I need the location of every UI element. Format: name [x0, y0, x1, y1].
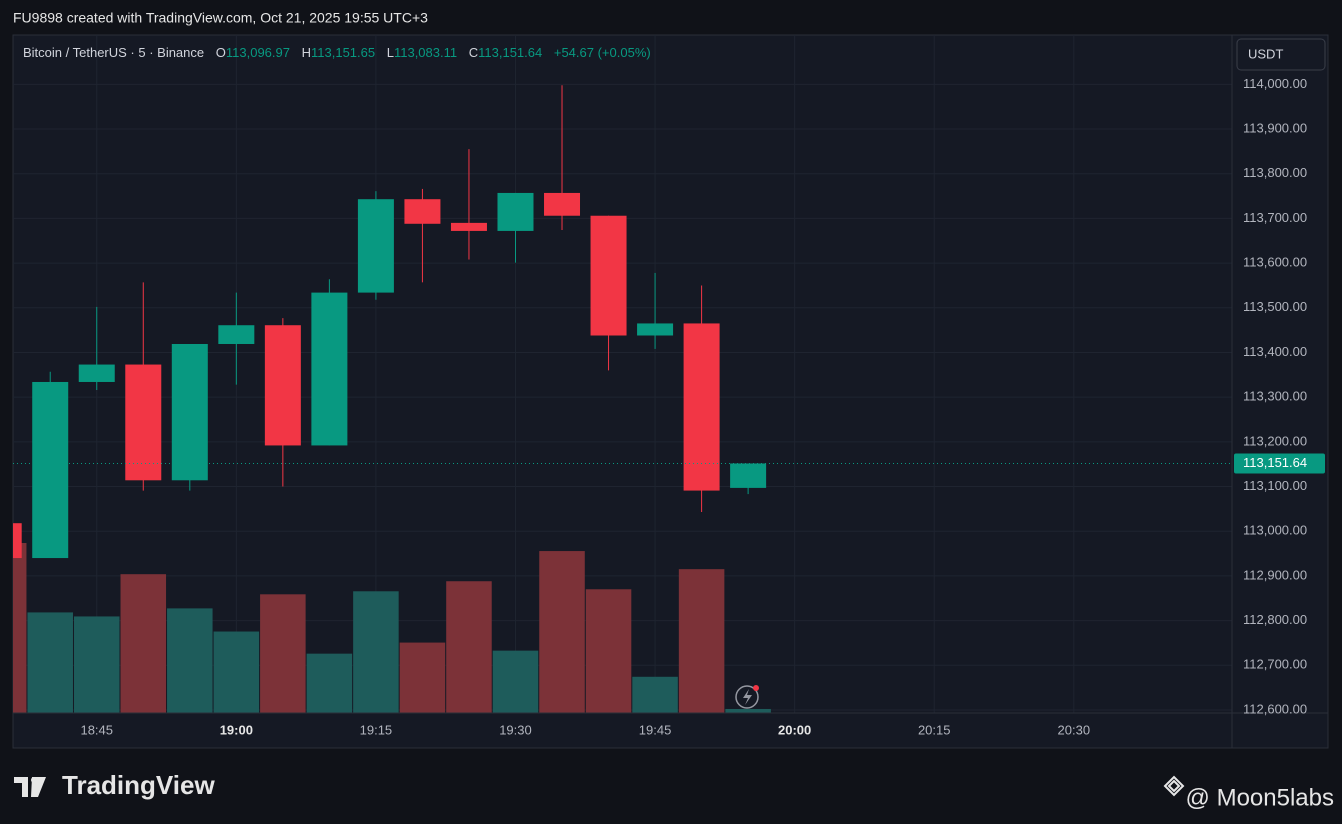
volume-bar	[353, 591, 399, 713]
volume-bar	[260, 594, 306, 713]
volume-bar	[585, 589, 632, 713]
candle-body	[171, 343, 208, 481]
candle-body	[264, 325, 301, 446]
x-tick-label: 18:45	[80, 722, 113, 737]
currency-label: USDT	[1248, 46, 1283, 61]
x-tick-label: 20:15	[918, 722, 951, 737]
y-tick-label: 113,500.00	[1243, 299, 1307, 314]
volume-bar	[678, 569, 725, 713]
x-tick-label: 19:45	[639, 722, 672, 737]
open-label: O	[216, 45, 226, 60]
candle-body	[311, 292, 348, 446]
brand: TradingView	[62, 770, 215, 800]
change-value: +54.67 (+0.05%)	[554, 45, 651, 60]
y-tick-label: 114,000.00	[1243, 76, 1307, 91]
candle-body	[78, 364, 115, 382]
y-tick-label: 113,200.00	[1243, 433, 1307, 448]
candle-body	[590, 215, 627, 336]
open-value: 113,096.97	[226, 45, 290, 60]
volume-bar	[725, 708, 771, 713]
candle-body	[730, 463, 767, 488]
high-label: H	[302, 45, 311, 60]
watermark: @ Moon5labs	[1186, 784, 1334, 811]
x-tick-label: 20:00	[778, 722, 811, 737]
replay-icon[interactable]	[735, 685, 759, 709]
volume-bar	[399, 642, 446, 713]
candle-body	[357, 199, 394, 293]
chart-panel	[12, 34, 1329, 749]
brand-logo	[14, 777, 46, 797]
x-tick-label: 19:15	[360, 722, 393, 737]
watermark-icon	[1163, 775, 1185, 797]
volume-bar	[632, 676, 678, 713]
y-tick-label: 113,700.00	[1243, 210, 1307, 225]
y-tick-label: 112,800.00	[1243, 612, 1307, 627]
candle-body	[404, 199, 441, 224]
y-tick-label: 112,600.00	[1243, 701, 1307, 716]
credit: FU9898 created with TradingView.com, Oct…	[13, 10, 428, 26]
y-tick-label: 113,400.00	[1243, 344, 1307, 359]
x-tick-label: 19:30	[499, 722, 532, 737]
high-value: 113,151.65	[311, 45, 375, 60]
candle-body	[497, 192, 534, 231]
volume-bar	[167, 608, 213, 713]
volume-bar	[306, 653, 353, 713]
y-tick-label: 113,600.00	[1243, 255, 1307, 270]
last-price-tag	[1234, 453, 1325, 474]
volume-bar	[13, 543, 27, 713]
x-tick-label: 20:30	[1058, 722, 1091, 737]
y-tick-label: 113,000.00	[1243, 523, 1307, 538]
y-tick-label: 113,900.00	[1243, 120, 1307, 135]
close-label: C	[469, 45, 478, 60]
low-label: L	[387, 45, 394, 60]
candle-body	[13, 523, 22, 559]
y-tick-label: 113,800.00	[1243, 165, 1307, 180]
candle-body	[32, 381, 69, 559]
x-tick-label: 19:00	[220, 722, 253, 737]
close-value: 113,151.64	[478, 45, 542, 60]
volume-bar	[120, 574, 167, 713]
y-tick-label: 113,300.00	[1243, 389, 1307, 404]
symbol-legend: Bitcoin / TetherUS · 5 · Binance O113,09…	[23, 45, 651, 60]
volume-bar	[492, 650, 539, 713]
low-value: 113,083.11	[394, 45, 457, 60]
candle-body	[683, 323, 720, 491]
candle-body	[218, 325, 255, 344]
currency-button[interactable]	[1236, 38, 1326, 71]
volume-bar	[446, 581, 492, 713]
volume-bar	[213, 631, 260, 713]
volume-bar	[27, 612, 73, 713]
volume-bar	[73, 616, 120, 713]
last-price-label: 113,151.64	[1243, 455, 1307, 470]
symbol: Bitcoin / TetherUS · 5 · Binance	[23, 45, 204, 60]
candle-body	[544, 192, 581, 216]
candle-body	[125, 364, 162, 481]
y-tick-label: 112,700.00	[1243, 657, 1307, 672]
candle-body	[637, 323, 674, 336]
candle-body	[450, 222, 487, 231]
y-tick-label: 112,900.00	[1243, 567, 1307, 582]
y-tick-label: 113,100.00	[1243, 478, 1307, 493]
volume-bar	[539, 551, 585, 713]
